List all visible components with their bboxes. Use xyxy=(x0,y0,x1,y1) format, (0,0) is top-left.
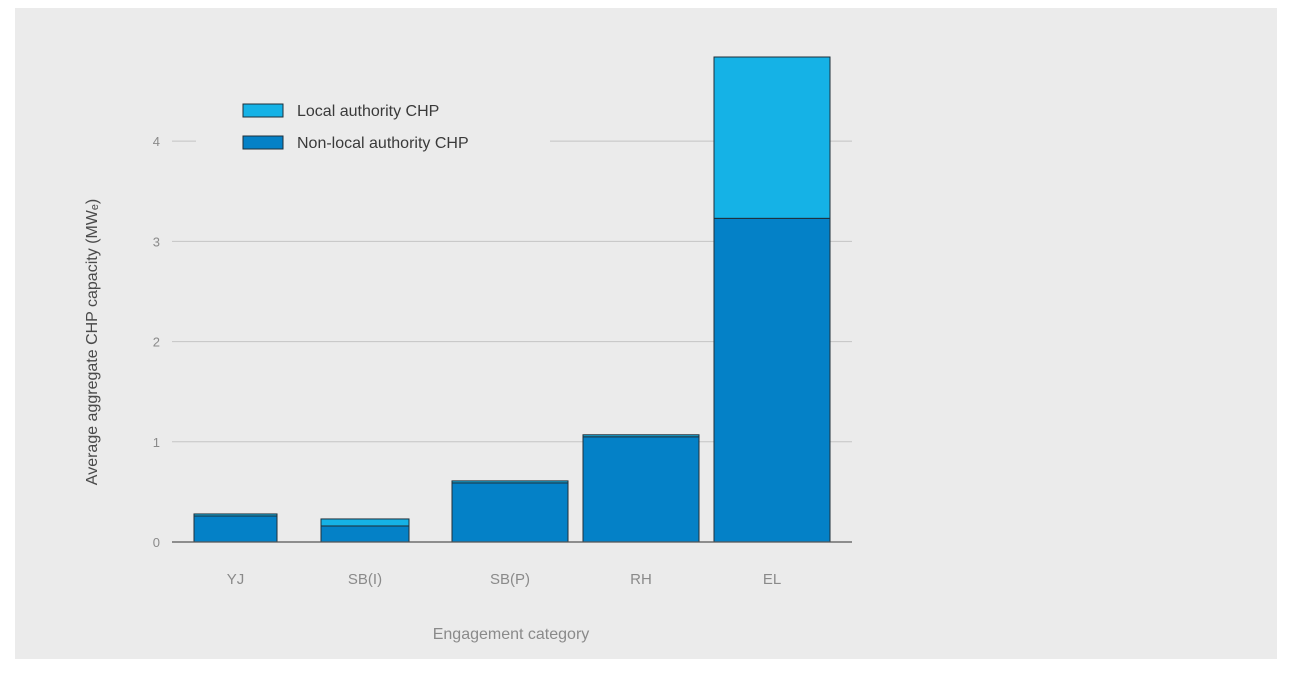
bar-segment xyxy=(582,434,700,438)
bar-segment xyxy=(193,513,278,517)
bar-segment xyxy=(713,217,831,543)
bars xyxy=(193,56,831,543)
y-axis-title: Average aggregate CHP capacity (MWₑ) xyxy=(84,199,101,485)
x-tick-labels: YJ SB(I) SB(P) RH EL xyxy=(227,571,781,588)
x-tick-label: EL xyxy=(763,571,781,588)
y-tick-label: 2 xyxy=(153,335,160,350)
x-tick-label: YJ xyxy=(227,571,245,588)
y-tick-label: 3 xyxy=(153,234,160,249)
bar-segment xyxy=(320,518,410,527)
legend-label: Non-local authority CHP xyxy=(297,135,469,152)
bar-segment xyxy=(582,436,700,543)
legend-label: Local authority CHP xyxy=(297,103,439,120)
bar-segment xyxy=(451,482,569,543)
y-tick-label: 1 xyxy=(153,435,160,450)
x-tick-label: SB(P) xyxy=(490,571,530,588)
y-tick-labels: 0 1 2 3 4 xyxy=(153,134,160,550)
legend-swatch xyxy=(242,103,284,118)
y-tick-label: 0 xyxy=(153,535,160,550)
x-tick-label: SB(I) xyxy=(348,571,382,588)
bar-segment xyxy=(451,480,569,484)
x-axis-title: Engagement category xyxy=(433,626,590,643)
legend: Local authority CHP Non-local authority C… xyxy=(196,92,550,162)
y-tick-label: 4 xyxy=(153,134,160,149)
bar-segment xyxy=(193,515,278,543)
bar-segment xyxy=(320,525,410,543)
bar-segment xyxy=(713,56,831,219)
x-tick-label: RH xyxy=(630,571,652,588)
legend-swatch xyxy=(242,135,284,150)
